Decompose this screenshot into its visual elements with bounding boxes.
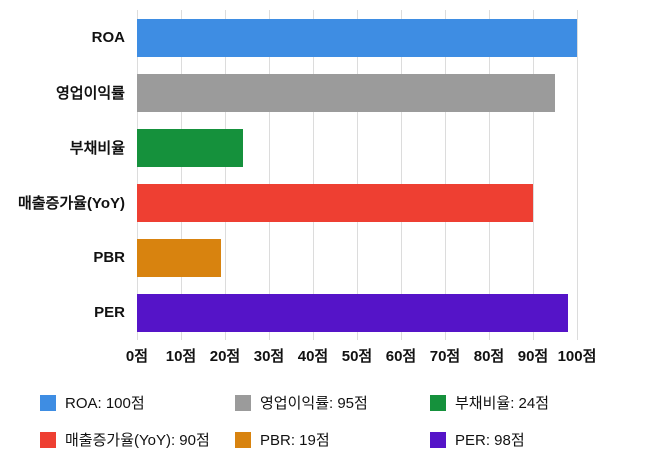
x-tick-label: 40점: [297, 348, 329, 365]
bar-row: [137, 230, 577, 285]
category-label: 영업이익률: [55, 85, 125, 102]
gridlines: [137, 10, 578, 340]
bar: [137, 238, 221, 277]
x-tick-label: 100점: [557, 348, 597, 365]
category-label: PER: [94, 304, 125, 321]
grid-line: [181, 10, 182, 340]
x-tick-label: 60점: [385, 348, 417, 365]
x-tick-label: 80점: [473, 348, 505, 365]
category-label: 매출증가율(YoY): [17, 195, 125, 212]
x-tick-label: 30점: [253, 348, 285, 365]
grid-line: [269, 10, 270, 340]
bar-row: [137, 175, 577, 230]
legend-swatch: [40, 431, 56, 448]
bar-row: [137, 120, 577, 175]
x-tick-label: 50점: [341, 348, 373, 365]
legend-item: PBR: 19점: [235, 429, 430, 450]
legend-item: 매출증가율(YoY): 90점: [40, 429, 235, 450]
legend-swatch: [430, 431, 446, 448]
legend-label: PER: 98점: [455, 432, 525, 449]
x-tick-label: 10점: [165, 348, 197, 365]
x-tick-label: 0점: [125, 348, 149, 365]
grid-line: [577, 10, 578, 340]
legend-label: ROA: 100점: [65, 395, 145, 412]
x-axis: 0점 10점 20점 30점 40점 50점 60점 70점 80점 90점 100점: [0, 340, 650, 366]
x-tick-label: 90점: [517, 348, 549, 365]
legend-swatch: [430, 394, 446, 411]
legend-item: ROA: 100점: [40, 392, 235, 413]
bar: [137, 128, 243, 167]
legend-swatch: [235, 394, 251, 411]
grid-line: [489, 10, 490, 340]
bar: [137, 18, 577, 57]
category-label: PBR: [93, 249, 125, 266]
x-axis-spacer: [0, 340, 137, 366]
category-label: ROA: [91, 29, 125, 46]
legend-item: 부채비율: 24점: [430, 392, 625, 413]
bar-row: [137, 10, 577, 65]
grid-line: [225, 10, 226, 340]
legend-label: 영업이익률: 95점: [260, 395, 368, 412]
legend-swatch: [235, 431, 251, 448]
legend-item: PER: 98점: [430, 429, 625, 450]
legend-swatch: [40, 394, 56, 411]
grid-line: [357, 10, 358, 340]
x-tick-label: 20점: [209, 348, 241, 365]
grid-line: [401, 10, 402, 340]
legend-label: 매출증가율(YoY): 90점: [65, 432, 210, 449]
x-axis-ticks: 0점 10점 20점 30점 40점 50점 60점 70점 80점 90점 100점: [126, 340, 596, 366]
legend-item: 영업이익률: 95점: [235, 392, 430, 413]
bar-row: [137, 285, 577, 340]
bar-row: [137, 65, 577, 120]
bars: [137, 10, 577, 340]
legend-label: 부채비율: 24점: [455, 395, 550, 412]
x-tick-label: 70점: [429, 348, 461, 365]
grid-line: [533, 10, 534, 340]
grid-line: [137, 10, 138, 340]
grid-line: [445, 10, 446, 340]
bar: [137, 73, 555, 112]
bar: [137, 183, 533, 222]
grid-line: [313, 10, 314, 340]
plot-area: [137, 10, 578, 340]
legend-label: PBR: 19점: [260, 432, 330, 449]
bar: [137, 293, 569, 332]
category-label: 부채비율: [69, 140, 125, 157]
